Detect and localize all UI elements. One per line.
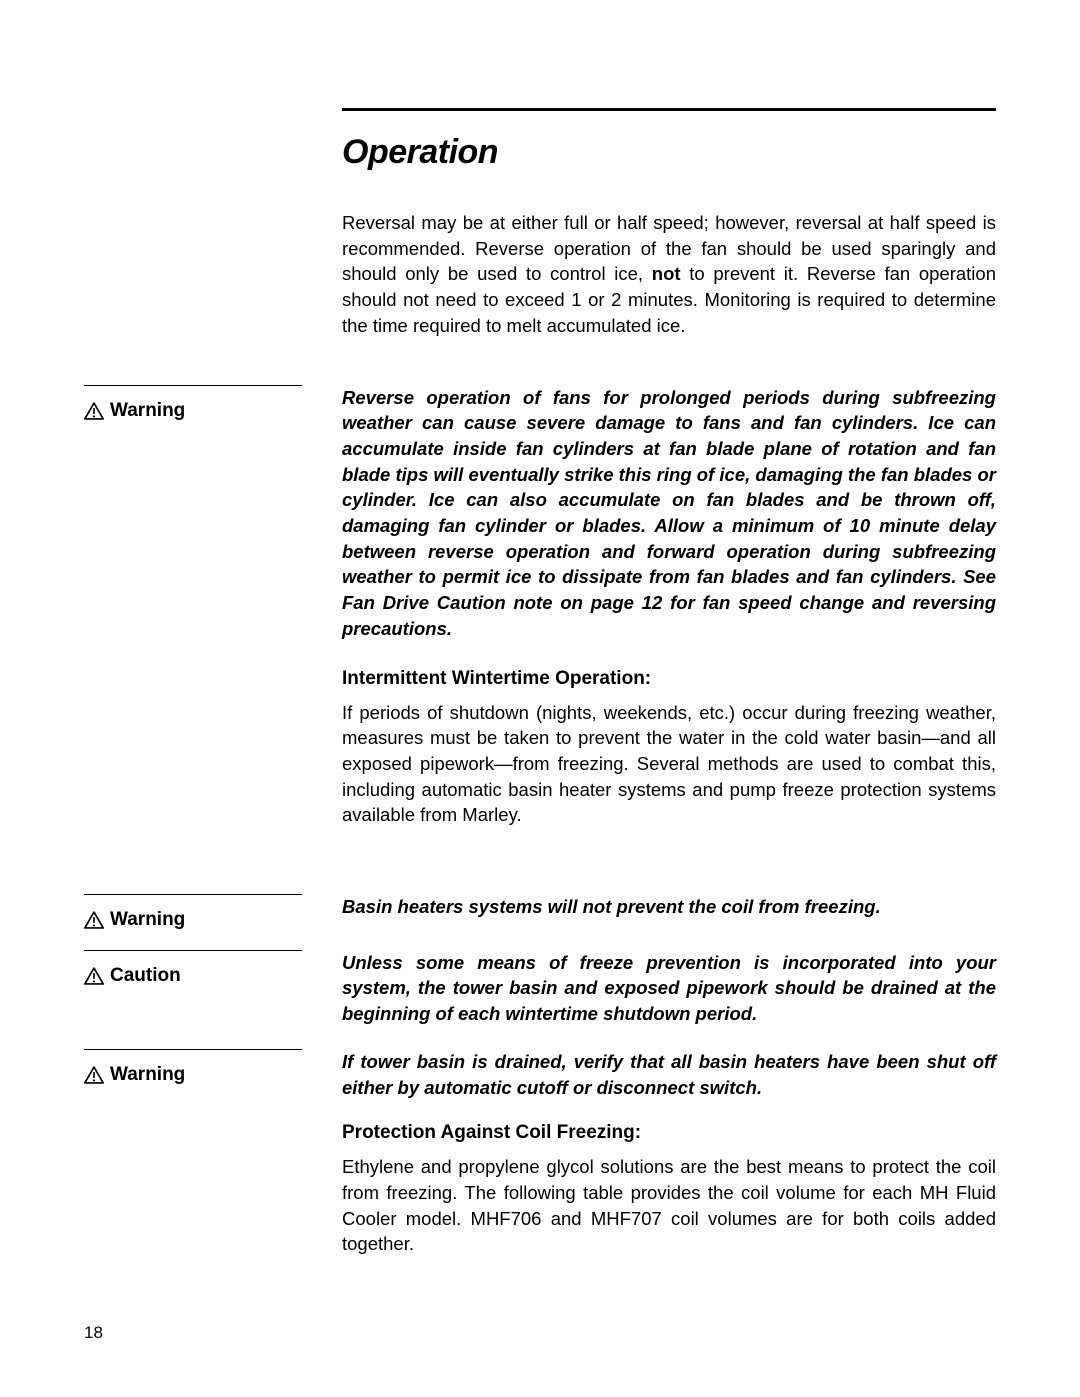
sidebar-warning-2: Warning xyxy=(84,894,342,931)
row-warning-2: Warning Basin heaters systems will not p… xyxy=(84,894,996,950)
section-title: Operation xyxy=(342,133,996,172)
intro-paragraph: Reversal may be at either full or half s… xyxy=(342,210,996,339)
warning-icon xyxy=(84,1066,104,1084)
warning-label-3: Warning xyxy=(84,1064,312,1086)
sidebar-rule-2 xyxy=(84,894,302,895)
warning-icon xyxy=(84,967,104,985)
main-intro: Reversal may be at either full or half s… xyxy=(342,210,996,385)
warning-icon xyxy=(84,402,104,420)
page-number: 18 xyxy=(84,1323,103,1343)
caution-label: Caution xyxy=(84,965,312,987)
intermittent-paragraph: If periods of shutdown (nights, weekends… xyxy=(342,700,996,829)
protection-paragraph: Ethylene and propylene glycol solutions … xyxy=(342,1154,996,1257)
warning-2-body: Basin heaters systems will not prevent t… xyxy=(342,894,996,920)
warning-label-1: Warning xyxy=(84,400,312,422)
row-caution: Caution Unless some means of freeze prev… xyxy=(84,950,996,1049)
sidebar-caution: Caution xyxy=(84,950,342,987)
warning-3-body: If tower basin is drained, verify that a… xyxy=(342,1049,996,1100)
warning-icon xyxy=(84,911,104,929)
caution-body: Unless some means of freeze prevention i… xyxy=(342,950,996,1027)
intro-not: not xyxy=(652,263,681,284)
sidebar-rule-1 xyxy=(84,385,302,386)
caution-text: Caution xyxy=(110,965,181,987)
warning-2-text: Warning xyxy=(110,909,185,931)
main-warning-3: If tower basin is drained, verify that a… xyxy=(342,1049,996,1283)
page-container: Operation Reversal may be at either full… xyxy=(0,0,1080,1283)
subhead-intermittent: Intermittent Wintertime Operation: xyxy=(342,668,996,690)
main-warning-2: Basin heaters systems will not prevent t… xyxy=(342,894,996,950)
title-rule xyxy=(342,108,996,111)
row-warning-1: Warning Reverse operation of fans for pr… xyxy=(84,385,996,895)
main-caution: Unless some means of freeze prevention i… xyxy=(342,950,996,1049)
warning-1-body: Reverse operation of fans for prolonged … xyxy=(342,385,996,642)
sidebar-warning-1: Warning xyxy=(84,385,342,422)
subhead-protection: Protection Against Coil Freezing: xyxy=(342,1122,996,1144)
sidebar-rule-3 xyxy=(84,950,302,951)
main-warning-1: Reverse operation of fans for prolonged … xyxy=(342,385,996,895)
row-intro: Reversal may be at either full or half s… xyxy=(84,210,996,385)
warning-label-2: Warning xyxy=(84,909,312,931)
row-warning-3: Warning If tower basin is drained, verif… xyxy=(84,1049,996,1283)
sidebar-warning-3: Warning xyxy=(84,1049,342,1086)
sidebar-rule-4 xyxy=(84,1049,302,1050)
warning-1-text: Warning xyxy=(110,400,185,422)
warning-3-text: Warning xyxy=(110,1064,185,1086)
content-area: Reversal may be at either full or half s… xyxy=(84,210,996,1283)
